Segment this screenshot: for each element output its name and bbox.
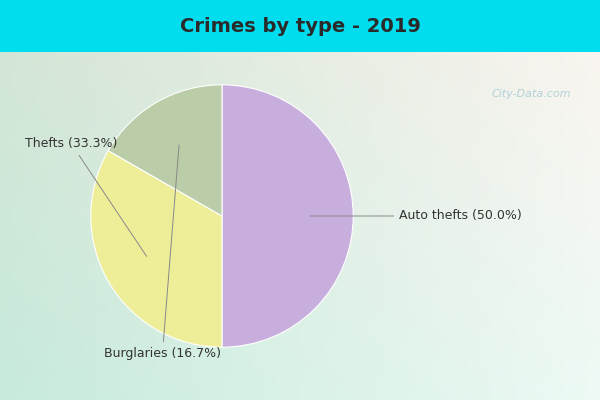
- Text: Crimes by type - 2019: Crimes by type - 2019: [179, 16, 421, 36]
- Wedge shape: [91, 151, 222, 347]
- Text: Burglaries (16.7%): Burglaries (16.7%): [104, 145, 221, 360]
- Wedge shape: [222, 85, 353, 347]
- Text: Thefts (33.3%): Thefts (33.3%): [25, 137, 146, 256]
- Wedge shape: [108, 85, 222, 216]
- Text: Auto thefts (50.0%): Auto thefts (50.0%): [310, 210, 522, 222]
- Text: City-Data.com: City-Data.com: [492, 89, 571, 99]
